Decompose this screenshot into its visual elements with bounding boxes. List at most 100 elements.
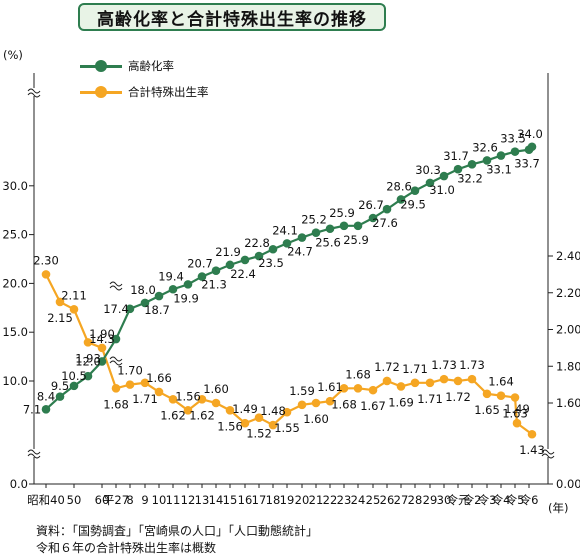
aging-point [297,233,307,242]
aging-data-label: 27.6 [372,216,398,230]
fertility-data-label: 1.71 [402,362,428,376]
aging-data-label: 31.0 [429,183,455,197]
fertility-point [268,420,278,430]
aging-data-label: 25.2 [301,213,327,227]
fertility-data-label: 1.68 [331,397,357,411]
fertility-data-label: 1.70 [117,364,143,378]
fertility-line-break [109,360,123,366]
aging-data-label: 24.1 [272,223,298,237]
fertility-data-label: 1.90 [89,327,115,341]
x-tick-label: 14 [209,493,224,507]
fertility-point [69,304,79,314]
fertility-data-label: 1.64 [488,375,514,389]
fertility-point [510,393,520,402]
aging-point [467,160,477,169]
fertility-data-label: 1.43 [519,443,545,457]
fertility-point [240,418,250,428]
fertility-point [453,376,463,386]
aging-data-label: 18.7 [144,303,170,317]
aging-data-label: 14.3 [89,332,115,346]
x-tick-label: 25 [366,493,381,507]
aging-point [140,298,150,308]
x-tick-label: 9 [141,493,148,507]
fertility-data-label: 1.72 [445,390,471,404]
aging-data-label: 22.8 [244,236,270,250]
fertility-data-label: 1.73 [431,358,457,372]
right-tick-label: 0.00 [556,477,580,491]
fertility-point [154,387,164,397]
fertility-data-label: 1.68 [345,367,371,381]
x-tick-label: 26 [380,493,395,507]
fertility-data-label: 1.56 [217,419,243,433]
aging-data-label: 31.7 [443,149,469,163]
fertility-point [41,270,51,279]
fertility-data-label: 1.65 [474,403,500,417]
aging-line-break-gap [110,281,122,289]
left-axis-break-bottom [27,453,41,459]
aging-point [211,266,221,276]
aging-data-label: 19.4 [158,269,184,283]
left-axis-break-top-gap [28,88,40,96]
x-axis-unit: (年) [548,501,569,515]
x-tick-label: 19 [280,493,295,507]
fertility-point [396,382,406,391]
legend: 高齢化率 合計特殊出生率 [80,46,230,110]
x-tick-label: 27 [394,493,409,507]
aging-data-label: 10.5 [61,369,87,383]
aging-data-label: 23.5 [258,256,284,270]
left-axis-break-top [27,92,41,98]
x-tick-label: 30 [437,493,452,507]
aging-data-label: 26.7 [358,198,384,212]
fertility-data-label: 1.62 [160,408,186,422]
aging-point [197,272,207,281]
fertility-point [83,338,93,347]
aging-point [453,164,463,174]
fertility-data-label: 1.60 [303,412,329,426]
aging-point [396,195,406,204]
aging-point [439,171,449,181]
legend-swatch-fertility [80,86,122,98]
aging-point [353,221,363,231]
aging-point [97,357,107,366]
aging-point [339,221,349,231]
fertility-point [496,391,506,400]
x-tick-label: 令2 [463,493,482,507]
fertility-point [97,343,107,353]
aging-point [482,156,492,165]
right-tick-label: 1.80 [556,359,580,373]
aging-data-label: 19.9 [173,291,199,305]
fertility-point [55,297,65,307]
aging-point [240,255,250,265]
fertility-point [282,407,292,417]
aging-point [183,280,193,289]
fertility-data-label: 2.30 [33,253,59,267]
right-tick-label: 1.60 [556,396,580,410]
fertility-point [353,384,363,393]
aging-point [83,371,93,381]
fertility-data-label: 1.62 [189,408,215,422]
right-axis-break-bottom-gap [542,449,554,457]
x-tick-label: 24 [351,493,366,507]
left-axis-unit: (%) [3,48,23,62]
aging-data-label: 34.0 [517,127,543,141]
fertility-point [211,398,221,408]
left-axis-break-top [27,88,41,94]
fertility-data-label: 1.71 [132,392,158,406]
x-tick-label: 29 [423,493,438,507]
aging-data-label: 32.6 [472,140,498,154]
fertility-data-label: 1.66 [146,371,172,385]
left-tick-label: 10.0 [2,374,28,388]
fertility-data-label: 1.68 [103,397,129,411]
fertility-data-label: 1.69 [388,395,414,409]
aging-point [154,291,164,301]
fertility-data-label: 1.71 [417,392,443,406]
source-line-1: 資料：「国勢調査」「宮崎県の人口」「人口動態統計」 [36,524,319,538]
right-tick-label: 2.00 [556,323,580,337]
aging-point [496,151,506,160]
aging-data-label: 21.3 [201,278,227,292]
fertility-point [482,389,492,399]
left-tick-label: 30.0 [2,179,28,193]
left-axis-break-bottom-gap [28,449,40,457]
aging-data-label: 33.7 [514,157,540,171]
fertility-point [410,378,420,388]
